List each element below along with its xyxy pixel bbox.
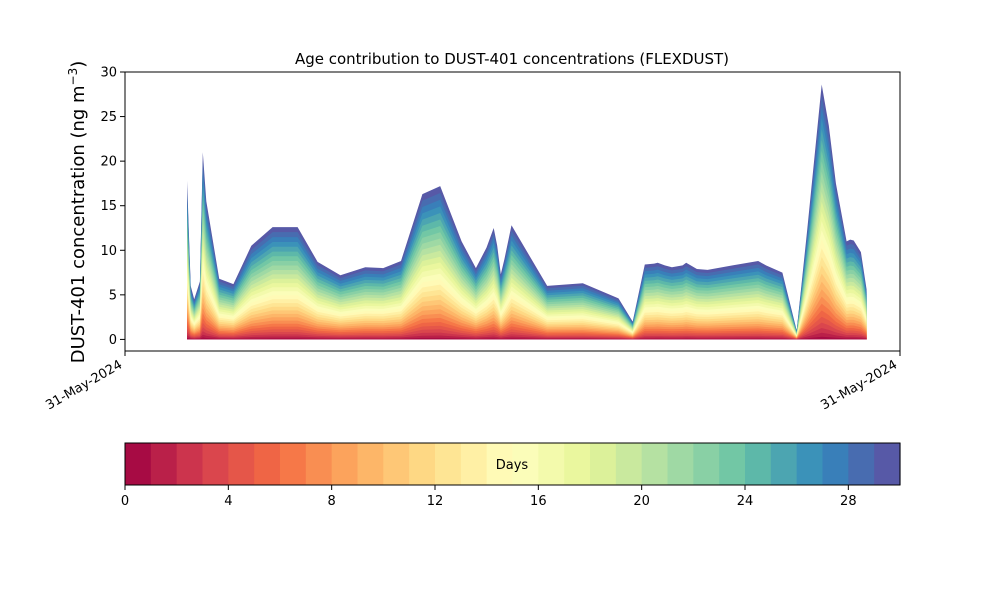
colorbar-swatch — [796, 443, 824, 485]
colorbar-swatch — [125, 443, 152, 485]
colorbar-swatch — [486, 443, 514, 485]
colorbar-tick-label: 0 — [121, 494, 129, 509]
colorbar-swatch — [409, 443, 436, 485]
colorbar-tick-label: 4 — [224, 494, 232, 509]
y-tick-label: 30 — [100, 66, 117, 81]
colorbar-tick-label: 16 — [530, 494, 547, 509]
age-band-8-9-days — [187, 289, 867, 340]
colorbar-swatch — [874, 443, 901, 485]
colorbar-swatch — [460, 443, 488, 485]
age-band-3-4-days — [187, 322, 867, 340]
y-tick-label: 15 — [100, 199, 117, 214]
age-band-11-12-days — [187, 265, 867, 340]
x-tick-label: 31-May-2024 — [818, 357, 900, 413]
colorbar-swatch — [202, 443, 229, 485]
age-band-6-7-days — [187, 303, 867, 340]
colorbar-swatch — [176, 443, 204, 485]
y-axis-label: DUST-401 concentration (ng m−3) — [66, 61, 89, 364]
colorbar-swatch — [357, 443, 384, 485]
y-tick-label: 10 — [100, 244, 117, 259]
colorbar-tick-label: 12 — [427, 494, 444, 509]
colorbar-swatch — [512, 443, 539, 485]
colorbar-swatch — [745, 443, 772, 485]
y-tick-label: 25 — [100, 110, 117, 125]
colorbar-tick-label: 28 — [840, 494, 857, 509]
y-tick-label: 5 — [109, 288, 117, 303]
colorbar-tick-label: 24 — [737, 494, 754, 509]
colorbar-swatch — [383, 443, 410, 485]
colorbar-swatch — [331, 443, 359, 485]
y-tick-label: 20 — [100, 155, 117, 170]
colorbar-swatch — [822, 443, 849, 485]
age-band-4-5-days — [187, 316, 867, 340]
plot-frame — [124, 71, 901, 352]
colorbar-swatch — [590, 443, 617, 485]
age-stacked-areas — [187, 84, 867, 340]
age-band-0-1-days — [187, 336, 867, 340]
colorbar-swatch — [693, 443, 720, 485]
colorbar-label: Days — [496, 458, 529, 473]
colorbar-swatch — [280, 443, 307, 485]
colorbar-swatch — [719, 443, 746, 485]
chart-title: Age contribution to DUST-401 concentrati… — [295, 50, 729, 68]
y-axis: 0 5 10 15 20 25 30 — [100, 66, 125, 348]
age-band-10-11-days — [187, 273, 867, 340]
age-band-9-10-days — [187, 281, 867, 340]
colorbar-swatch — [641, 443, 669, 485]
colorbar-swatch — [538, 443, 565, 485]
colorbar-swatch — [435, 443, 462, 485]
colorbar-swatch — [305, 443, 333, 485]
colorbar — [124, 442, 901, 486]
age-band-7-8-days — [187, 296, 867, 340]
colorbar-swatch — [564, 443, 591, 485]
colorbar-tick-label: 20 — [633, 494, 650, 509]
colorbar-swatch — [770, 443, 798, 485]
age-band-1-2-days — [187, 332, 867, 340]
age-band-5-6-days — [187, 310, 867, 340]
colorbar-swatch — [667, 443, 694, 485]
colorbar-swatch — [615, 443, 643, 485]
colorbar-swatch — [848, 443, 875, 485]
y-tick-label: 0 — [109, 333, 117, 348]
colorbar-tick-label: 8 — [328, 494, 336, 509]
colorbar-frame — [124, 442, 901, 486]
x-axis: 31-May-2024 31-May-2024 — [43, 351, 901, 413]
age-band-12-13-days — [187, 257, 867, 340]
colorbar-swatch — [254, 443, 281, 485]
x-tick-label: 31-May-2024 — [43, 357, 125, 413]
colorbar-swatch — [228, 443, 255, 485]
colorbar-swatch — [150, 443, 178, 485]
age-band-2-3-days — [187, 328, 867, 340]
colorbar-ticks: 0 4 8 12 16 20 24 28 — [121, 485, 857, 509]
